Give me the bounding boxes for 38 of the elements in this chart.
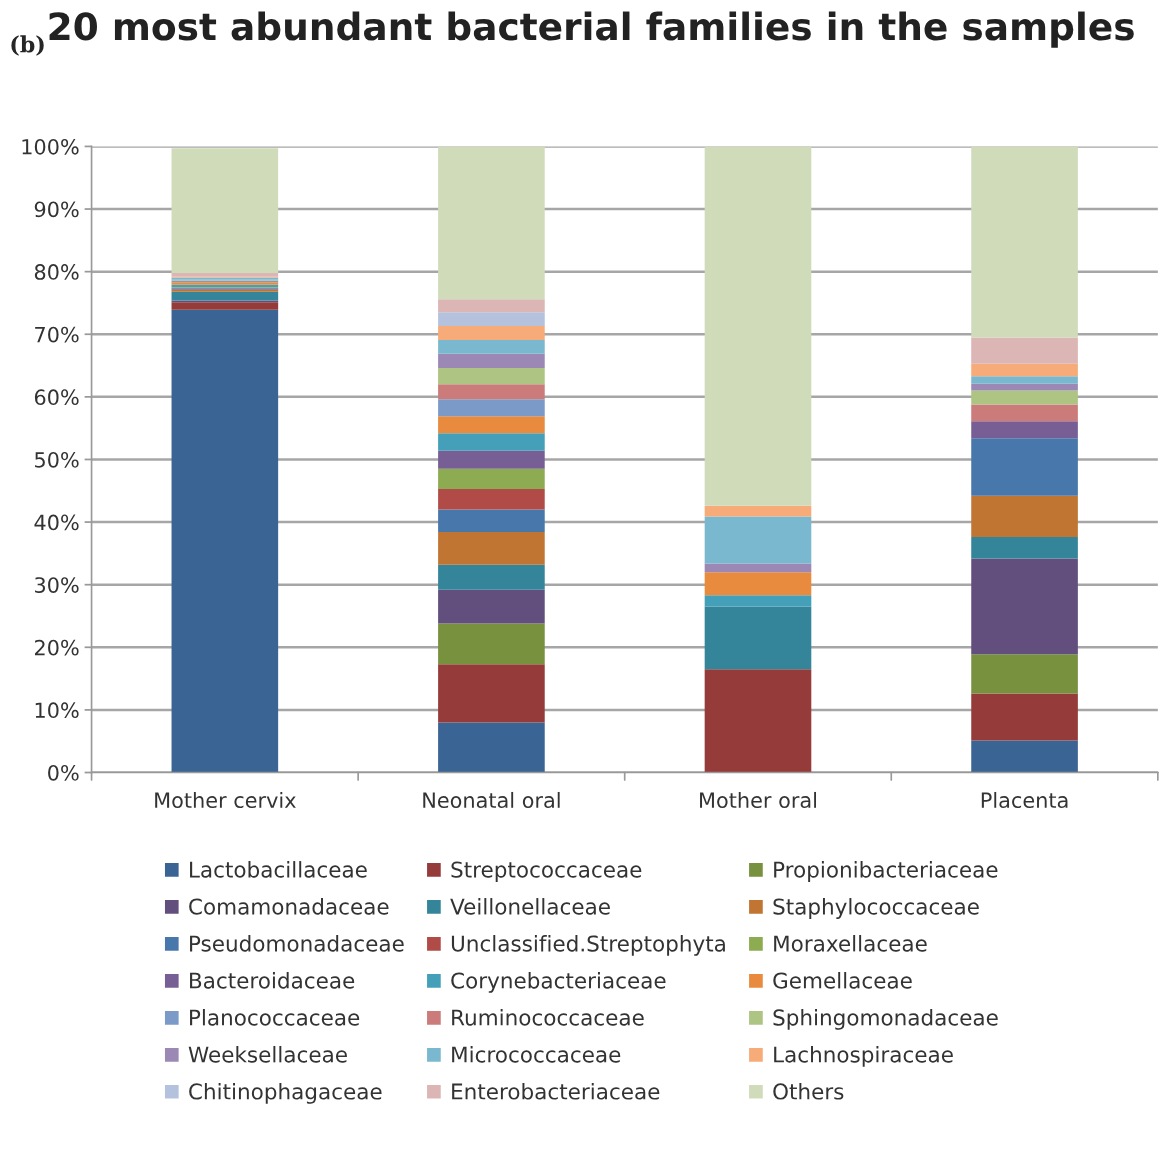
legend-label: Micrococcaceae bbox=[452, 1045, 621, 1063]
y-tick-label: 40% bbox=[34, 514, 79, 531]
y-tick-label: 20% bbox=[34, 639, 79, 656]
legend-label: Weeksellaceae bbox=[188, 1045, 347, 1063]
legend-label: Moraxellaceae bbox=[774, 935, 927, 952]
legend-label: Chitinophagaceae bbox=[189, 1082, 382, 1104]
legend-label: Enterobacteriaceae bbox=[452, 1082, 660, 1100]
x-tick-label: Mother oral bbox=[700, 791, 817, 809]
legend-label: Unclassified.Streptophyta bbox=[451, 935, 725, 956]
y-tick-label: 70% bbox=[35, 326, 79, 343]
legend-label: Planococcaceae bbox=[190, 1008, 360, 1026]
y-tick-label: 50% bbox=[35, 451, 79, 468]
legend-label: Comamonadaceae bbox=[189, 898, 389, 915]
y-tick-label: 10% bbox=[35, 702, 79, 719]
legend-label: Streptococcaceae bbox=[451, 861, 642, 882]
legend-label: Others bbox=[773, 1082, 844, 1100]
legend-label: Lachnospiraceae bbox=[774, 1045, 953, 1067]
legend-label: Sphingomonadaceae bbox=[773, 1008, 998, 1030]
legend-label: Bacteroidaceae bbox=[190, 972, 355, 989]
legend-label: Ruminococcaceae bbox=[452, 1008, 644, 1026]
x-tick-label: Placenta bbox=[981, 791, 1068, 809]
legend-label: Gemellaceae bbox=[773, 972, 912, 989]
y-tick-label: 30% bbox=[35, 577, 79, 593]
x-tick-label: Neonatal oral bbox=[423, 791, 560, 809]
y-tick-label: 60% bbox=[34, 389, 79, 406]
legend-label: Corynebacteriaceae bbox=[451, 972, 666, 993]
legend-label: Propionibacteriaceae bbox=[774, 861, 998, 882]
y-tick-label: 0% bbox=[48, 764, 79, 781]
y-tick-label: 80% bbox=[34, 264, 79, 280]
text: (b) bbox=[11, 35, 44, 56]
legend-label: Staphylococcaceae bbox=[773, 898, 979, 919]
y-tick-label: 100% bbox=[22, 138, 79, 155]
y-tick-label: 90% bbox=[34, 201, 79, 218]
legend-label: Veillonellaceae bbox=[450, 898, 610, 915]
x-tick-label: Mother cervix bbox=[155, 791, 296, 809]
legend-label: Pseudomonadaceae bbox=[190, 935, 404, 952]
chart-title: 20 most abundant bacterial families in the samples bbox=[49, 11, 1134, 48]
legend-label: Lactobacillaceae bbox=[190, 861, 367, 878]
